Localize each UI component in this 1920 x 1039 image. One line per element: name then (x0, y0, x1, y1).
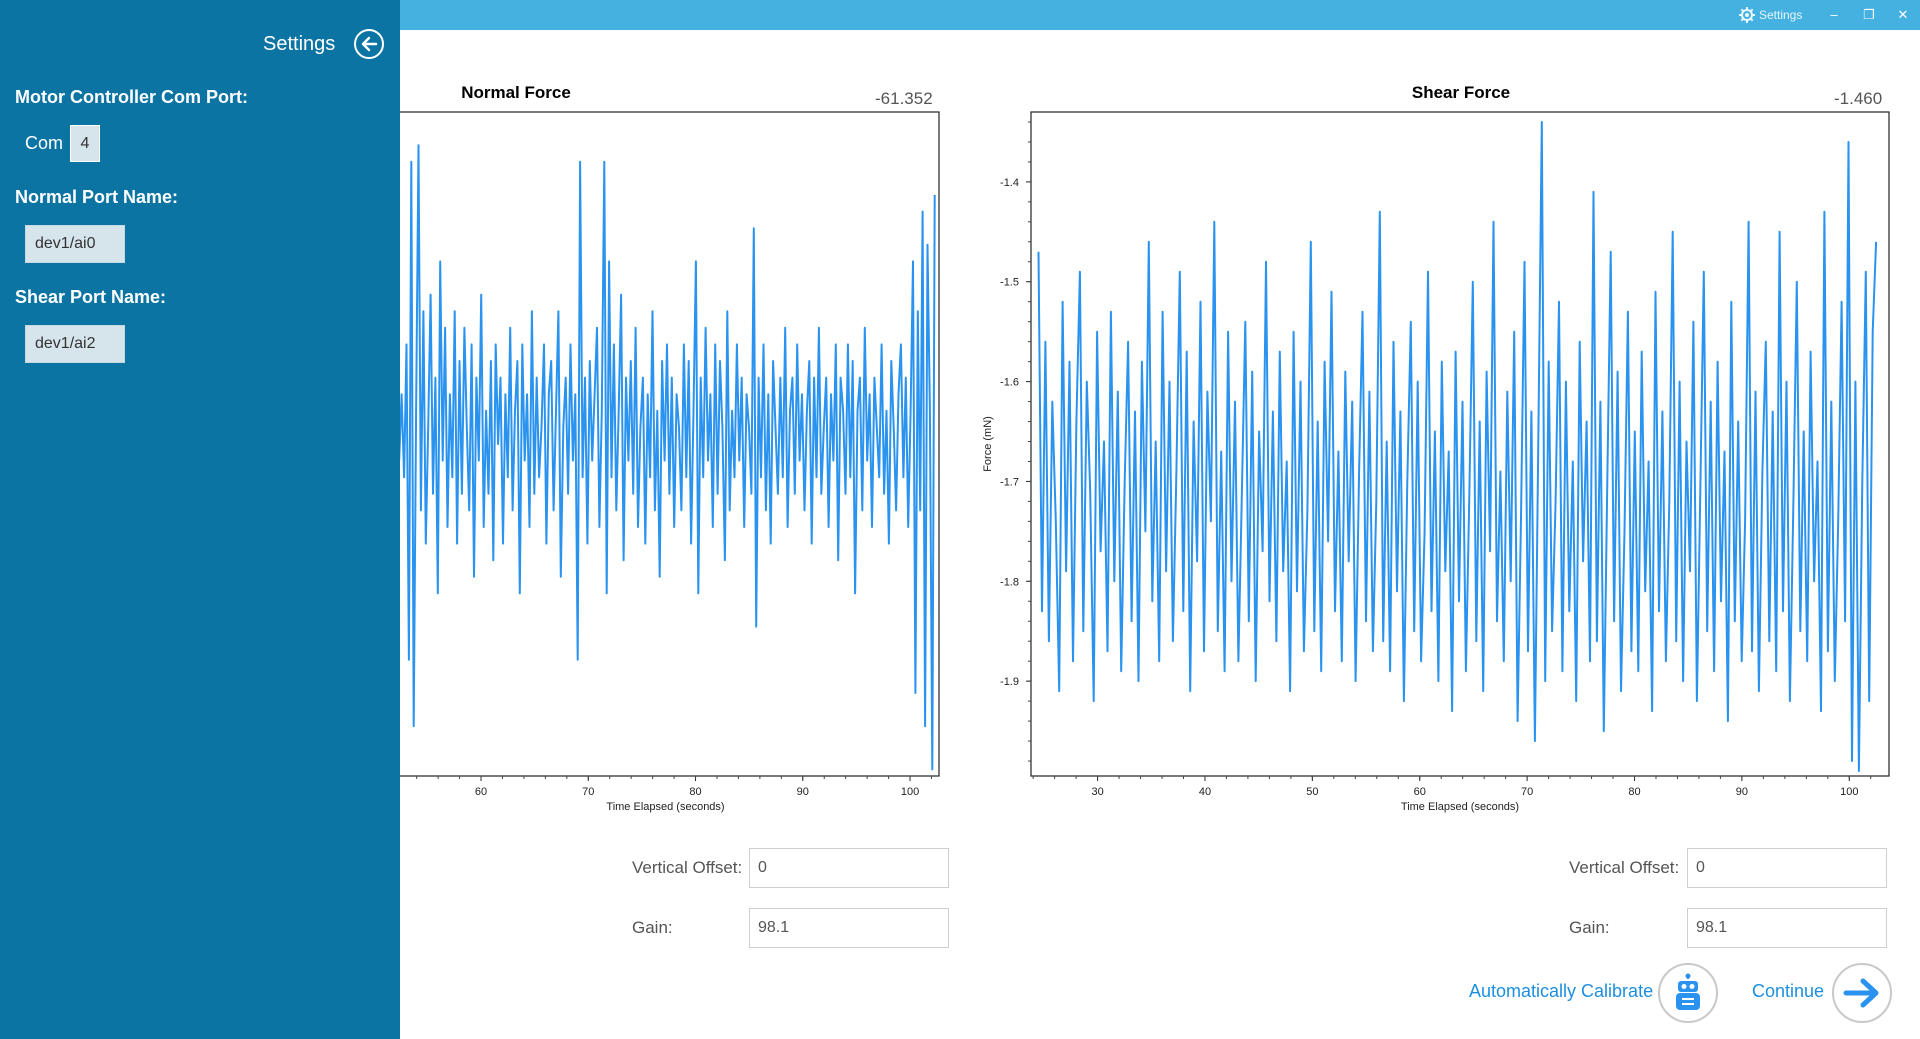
shear-x-tick-label: 80 (1628, 786, 1640, 798)
shear-x-tick-label: 70 (1521, 786, 1533, 798)
normal-readout: -61.352 (875, 89, 933, 108)
shear-x-tick-label: 50 (1306, 786, 1318, 798)
shear-gain-label: Gain: (1569, 918, 1610, 937)
close-button[interactable]: ✕ (1897, 7, 1909, 22)
robot-icon (1676, 973, 1700, 1010)
normal-x-tick-label: 70 (582, 786, 594, 798)
arrow-left-icon (361, 36, 378, 52)
continue-button[interactable] (1832, 963, 1892, 1023)
gear-icon (1739, 7, 1755, 23)
continue-link[interactable]: Continue (1752, 981, 1825, 1001)
titlebar-settings-button[interactable]: Settings (1739, 5, 1802, 25)
shear-port-label: Shear Port Name: (15, 287, 167, 307)
shear-gain-input[interactable]: 98.1 (1687, 908, 1887, 948)
sidebar-title: Settings (263, 33, 336, 55)
auto-calibrate-button[interactable] (1658, 963, 1718, 1023)
shear-plot-frame (1030, 111, 1890, 777)
shear-y-tick-label: -1.6 (1000, 377, 1019, 389)
normal-x-tick-label: 60 (475, 786, 487, 798)
normal-x-axis-label: Time Elapsed (seconds) (606, 801, 724, 813)
shear-y-tick-label: -1.8 (1000, 576, 1019, 588)
motor-com-port-label: Motor Controller Com Port: (15, 87, 248, 107)
titlebar-settings-label: Settings (1759, 8, 1803, 22)
normal-port-label: Normal Port Name: (15, 187, 179, 207)
settings-sidebar: Settings Motor Controller Com Port: Com … (0, 0, 400, 1039)
normal-gain-label: Gain: (632, 918, 673, 937)
shear-y-tick-label: -1.5 (1000, 277, 1019, 289)
normal-offset-label: Vertical Offset: (632, 858, 743, 877)
shear-port-input[interactable]: dev1/ai2 (25, 325, 125, 363)
back-button[interactable] (354, 29, 384, 59)
shear-x-tick-label: 60 (1414, 786, 1426, 798)
restore-button[interactable]: ❐ (1863, 7, 1875, 22)
shear-y-tick-label: -1.7 (1000, 476, 1019, 488)
shear-force-chart: 30 40 50 60 70 80 90 100 -1.4 -1.5 -1.6 -1.7 -1.8 -1.… (982, 111, 1890, 813)
normal-x-tick-label: 90 (797, 786, 809, 798)
normal-offset-input[interactable]: 0 (749, 848, 949, 888)
normal-gain-input[interactable]: 98.1 (749, 908, 949, 948)
shear-x-tick-label: 100 (1840, 786, 1858, 798)
normal-port-input[interactable]: dev1/ai0 (25, 225, 125, 263)
shear-x-tick-label: 90 (1736, 786, 1748, 798)
shear-y-axis-label: Force (mN) (982, 416, 994, 472)
shear-offset-label: Vertical Offset: (1569, 858, 1680, 877)
shear-series-line (1037, 121, 1878, 772)
shear-chart-title: Shear Force (1411, 83, 1511, 102)
com-port-input[interactable]: 4 (70, 125, 100, 162)
normal-series-line (391, 144, 936, 771)
shear-y-tick-label: -1.9 (1000, 676, 1019, 688)
auto-calibrate-link[interactable]: Automatically Calibrate (1469, 981, 1654, 1001)
com-label: Com (25, 133, 64, 153)
shear-y-tick-label: -1.4 (1000, 177, 1019, 189)
normal-x-tick-label: 80 (689, 786, 701, 798)
shear-x-axis-label: Time Elapsed (seconds) (1401, 801, 1519, 813)
shear-x-tick-label: 40 (1199, 786, 1211, 798)
minimize-button[interactable]: – (1830, 7, 1838, 22)
shear-x-tick-label: 30 (1091, 786, 1103, 798)
normal-x-tick-label: 100 (901, 786, 919, 798)
shear-readout: -1.460 (1834, 89, 1883, 108)
normal-chart-title: Normal Force (461, 83, 571, 102)
arrow-right-icon (1843, 978, 1879, 1008)
shear-offset-input[interactable]: 0 (1687, 848, 1887, 888)
